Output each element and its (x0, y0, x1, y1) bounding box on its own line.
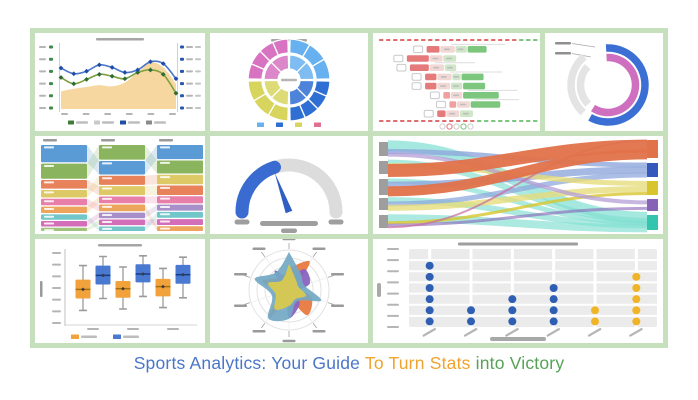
gauge-chart (234, 158, 344, 233)
alluvial-chart (41, 139, 203, 232)
timeline-bars-chart (379, 39, 538, 130)
box-plot-chart (40, 244, 197, 339)
title-part-orange: To Turn Stats (364, 353, 476, 373)
tile-dot-matrix-chart (373, 239, 663, 343)
tile-radar-chart (210, 239, 368, 343)
tile-gauge-chart (210, 136, 368, 234)
title-part-blue: Sports Analytics: Your Guide (133, 353, 365, 373)
progress-rings-chart (555, 42, 649, 126)
tile-alluvial-chart (35, 136, 205, 234)
tile-box-plot-chart (35, 239, 205, 343)
page-title: Sports Analytics: Your Guide To Turn Sta… (0, 353, 698, 374)
radar-chart (233, 239, 345, 343)
tile-sankey-chart (373, 136, 663, 234)
line-area-chart (39, 38, 201, 125)
collage-row-3 (35, 239, 663, 343)
dot-matrix-chart (377, 242, 657, 341)
tile-progress-rings-chart (545, 33, 663, 131)
tile-sunburst-chart (210, 33, 368, 131)
dashboard-collage (30, 28, 668, 348)
sunburst-chart (247, 38, 331, 127)
title-part-green: into Victory (475, 353, 565, 373)
collage-row-2 (35, 136, 663, 234)
sankey-chart (379, 139, 658, 233)
collage-row-1 (35, 33, 663, 131)
tile-line-area-chart (35, 33, 205, 131)
tile-timeline-bars-chart (373, 33, 540, 131)
